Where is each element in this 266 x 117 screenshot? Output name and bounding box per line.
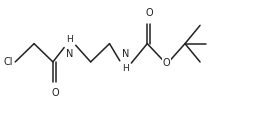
- Text: O: O: [51, 88, 59, 98]
- Text: N: N: [66, 49, 74, 59]
- Text: O: O: [146, 8, 153, 18]
- Text: Cl: Cl: [4, 57, 13, 67]
- Text: H: H: [122, 64, 129, 73]
- Text: N: N: [122, 49, 129, 58]
- Text: O: O: [162, 58, 170, 68]
- Text: H: H: [66, 35, 73, 44]
